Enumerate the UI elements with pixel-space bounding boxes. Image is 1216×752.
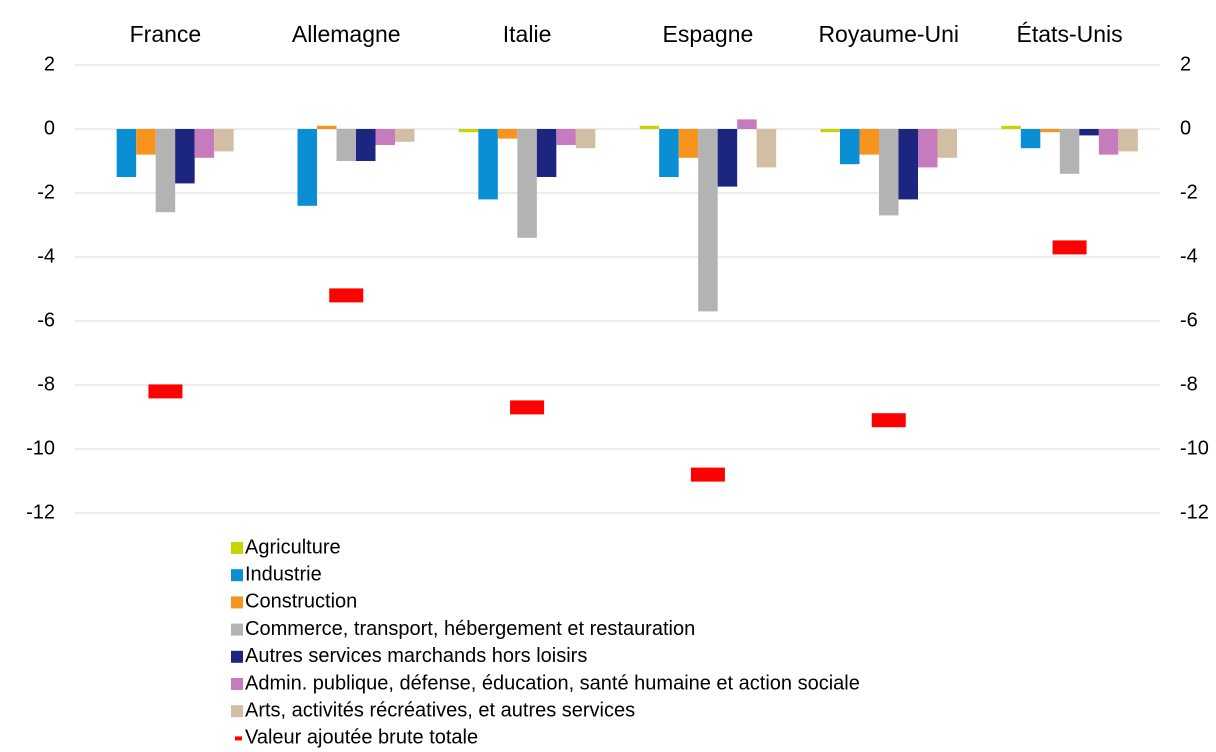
category-label: Allemagne xyxy=(292,21,401,47)
bar xyxy=(556,129,576,145)
total-marker xyxy=(510,400,545,415)
category-label: Royaume-Uni xyxy=(818,21,959,47)
y2-tick-label: 2 xyxy=(1180,53,1191,75)
bar xyxy=(717,129,738,187)
y2-tick-label: -6 xyxy=(1180,309,1198,331)
bar xyxy=(1059,129,1080,174)
legend-label: Autres services marchands hors loisirs xyxy=(245,645,587,667)
y2-tick-label: -10 xyxy=(1180,437,1209,459)
category-label: Italie xyxy=(503,21,552,47)
legend-label: Arts, activités récréatives, et autres s… xyxy=(245,699,635,721)
bar xyxy=(517,129,537,238)
bar xyxy=(395,129,415,142)
bar xyxy=(194,129,215,158)
bar xyxy=(918,129,938,168)
bar xyxy=(155,129,176,213)
legend-label: Commerce, transport, hébergement et rest… xyxy=(245,618,695,640)
legend-swatch xyxy=(231,569,243,582)
bar xyxy=(478,129,498,200)
y-tick-label: -4 xyxy=(37,245,55,267)
legend-label: Valeur ajoutée brute totale xyxy=(245,727,478,749)
bar xyxy=(497,129,518,139)
y-tick-label: -2 xyxy=(37,181,55,203)
bar xyxy=(1001,125,1021,129)
y2-tick-label: 0 xyxy=(1180,117,1191,139)
bar xyxy=(840,129,860,165)
legend-swatch xyxy=(235,736,242,741)
bar xyxy=(575,129,596,149)
bar xyxy=(879,129,899,216)
bar xyxy=(898,129,918,200)
bar xyxy=(1118,129,1138,152)
total-marker xyxy=(1052,240,1087,255)
legend-label: Industrie xyxy=(245,563,322,585)
category-label: Espagne xyxy=(663,21,754,47)
legend-swatch xyxy=(231,678,243,690)
bar xyxy=(678,129,699,158)
legend-label: Construction xyxy=(245,591,357,613)
category-label: États-Unis xyxy=(1017,21,1123,47)
bar xyxy=(737,119,757,129)
bar xyxy=(297,129,317,206)
bar xyxy=(536,129,557,177)
bar xyxy=(698,129,718,312)
total-marker xyxy=(148,384,183,399)
y2-tick-label: -12 xyxy=(1180,501,1209,523)
category-label: France xyxy=(130,21,202,47)
y-tick-label: -8 xyxy=(37,373,55,395)
bar xyxy=(937,129,957,158)
y-tick-label: 0 xyxy=(44,117,55,139)
bar xyxy=(336,129,356,161)
y-tick-label: -6 xyxy=(37,309,55,331)
bar xyxy=(458,129,479,133)
total-marker xyxy=(690,467,725,482)
legend-label: Agriculture xyxy=(245,536,341,558)
total-marker xyxy=(329,288,364,303)
bar xyxy=(116,129,137,177)
bar xyxy=(659,129,679,177)
y2-tick-label: -8 xyxy=(1180,373,1198,395)
bar xyxy=(136,129,156,155)
legend-swatch xyxy=(231,623,243,636)
bar xyxy=(820,129,840,133)
y2-tick-label: -2 xyxy=(1180,181,1198,203)
bar xyxy=(1098,129,1119,155)
legend-swatch xyxy=(231,596,243,609)
total-marker xyxy=(871,413,906,428)
bar xyxy=(859,129,879,155)
bar xyxy=(1020,129,1041,149)
legend-swatch xyxy=(231,542,243,554)
bar xyxy=(639,125,660,129)
bar xyxy=(214,129,234,152)
bar xyxy=(356,129,376,161)
legend-swatch xyxy=(231,650,243,663)
bar xyxy=(375,129,395,145)
y2-tick-label: -4 xyxy=(1180,245,1198,267)
bar xyxy=(175,129,195,184)
bar xyxy=(756,129,777,168)
y-tick-label: 2 xyxy=(44,53,55,75)
legend-swatch xyxy=(231,705,243,718)
bar xyxy=(317,125,337,129)
bar xyxy=(1079,129,1099,136)
y-tick-label: -10 xyxy=(26,437,55,459)
y-tick-label: -12 xyxy=(26,501,55,523)
legend-label: Admin. publique, défense, éducation, san… xyxy=(245,672,860,694)
bar xyxy=(1040,129,1060,133)
